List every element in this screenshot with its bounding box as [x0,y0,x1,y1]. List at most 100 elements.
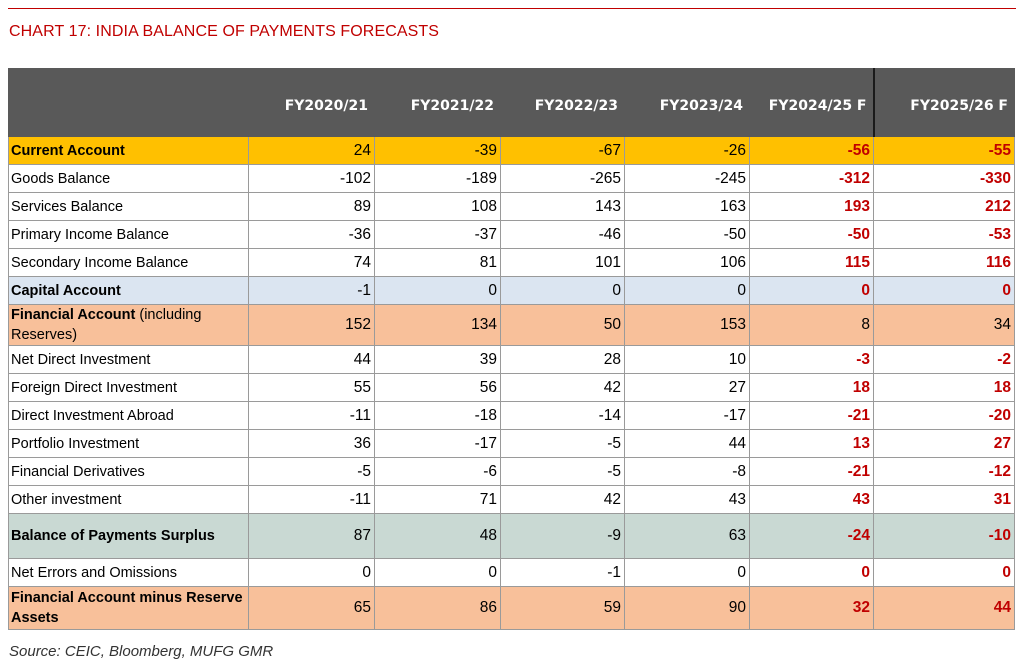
forecast-cell: -2 [873,345,1015,374]
table-cell: 152 [248,304,375,346]
table-cell: 81 [374,248,501,277]
table-cell: -11 [248,485,375,514]
table-row: Foreign Direct Investment 55 56 42 27 18… [8,373,1015,402]
table-cell: 63 [624,513,750,559]
table-cell: -102 [248,164,375,193]
column-header: FY2022/23 [500,68,625,137]
table-row: Goods Balance -102 -189 -265 -245 -312 -… [8,164,1015,193]
bop-forecast-table: FY2020/21 FY2021/22 FY2022/23 FY2023/24 … [8,68,1015,630]
row-label: Foreign Direct Investment [8,373,249,402]
table-cell: 0 [248,558,375,587]
table-cell: -9 [500,513,625,559]
forecast-cell: 0 [873,558,1015,587]
table-cell: -265 [500,164,625,193]
row-label: Primary Income Balance [8,220,249,249]
forecast-cell: -330 [873,164,1015,193]
forecast-cell: 0 [749,276,874,305]
table-cell: 0 [500,276,625,305]
row-label: Secondary Income Balance [8,248,249,277]
forecast-cell: 193 [749,192,874,221]
row-label: Direct Investment Abroad [8,401,249,430]
top-rule [8,8,1016,9]
table-row: Net Direct Investment 44 39 28 10 -3 -2 [8,345,1015,374]
chart-title: CHART 17: INDIA BALANCE OF PAYMENTS FORE… [9,23,440,40]
table-cell: 55 [248,373,375,402]
forecast-cell: 115 [749,248,874,277]
column-header-forecast: FY2025/26 F [872,68,1015,137]
forecast-cell: 18 [873,373,1015,402]
table-cell: 44 [248,345,375,374]
source-note: Source: CEIC, Bloomberg, MUFG GMR [9,643,274,660]
forecast-cell: 116 [873,248,1015,277]
table-cell: 0 [374,276,501,305]
row-label: Current Account [8,136,249,165]
row-label-text: Financial Account [11,307,136,323]
table-cell: -36 [248,220,375,249]
table-cell: 163 [624,192,750,221]
table-cell: -11 [248,401,375,430]
row-label: Other investment [8,485,249,514]
row-label-text: Financial Account minus Reserve Assets [11,590,243,626]
forecast-cell: -53 [873,220,1015,249]
table-cell: -14 [500,401,625,430]
table-cell: 42 [500,373,625,402]
table-cell: 106 [624,248,750,277]
table-cell: 42 [500,485,625,514]
forecast-cell: 212 [873,192,1015,221]
header-corner [8,68,249,137]
table-cell: -37 [374,220,501,249]
forecast-cell: -55 [873,136,1015,165]
table-cell: 44 [624,429,750,458]
table-cell: 28 [500,345,625,374]
forecast-cell: 13 [749,429,874,458]
table-row: Net Errors and Omissions 0 0 -1 0 0 0 [8,558,1015,587]
table-cell: -5 [500,429,625,458]
row-label: Net Errors and Omissions [8,558,249,587]
table-cell: 24 [248,136,375,165]
table-cell: -46 [500,220,625,249]
table-cell: 50 [500,304,625,346]
table-cell: -1 [500,558,625,587]
table-cell: 153 [624,304,750,346]
forecast-cell: 31 [873,485,1015,514]
forecast-cell: 43 [749,485,874,514]
table-cell: 108 [374,192,501,221]
table-cell: -189 [374,164,501,193]
forecast-cell: -21 [749,457,874,486]
forecast-cell: -312 [749,164,874,193]
table-cell: -67 [500,136,625,165]
forecast-cell: -24 [749,513,874,559]
table-cell: 27 [624,373,750,402]
table-cell: 0 [374,558,501,587]
forecast-cell: 27 [873,429,1015,458]
column-header: FY2020/21 [248,68,375,137]
table-cell: 10 [624,345,750,374]
table-cell: -39 [374,136,501,165]
table-cell: 134 [374,304,501,346]
forecast-cell: 8 [749,304,874,346]
column-header: FY2023/24 [624,68,750,137]
column-header: FY2021/22 [374,68,501,137]
table-cell: 56 [374,373,501,402]
table-cell: -50 [624,220,750,249]
row-label: Financial Derivatives [8,457,249,486]
table-row-capital-account: Capital Account -1 0 0 0 0 0 [8,276,1015,305]
table-cell: 48 [374,513,501,559]
row-label: Balance of Payments Surplus [8,513,249,559]
table-row-financial-account: Financial Account (including Reserves) 1… [8,304,1015,346]
table-cell: -26 [624,136,750,165]
row-label: Services Balance [8,192,249,221]
table-row: Primary Income Balance -36 -37 -46 -50 -… [8,220,1015,249]
table-cell: 90 [624,586,750,630]
forecast-cell: 44 [873,586,1015,630]
table-cell: 59 [500,586,625,630]
forecast-cell: -12 [873,457,1015,486]
forecast-cell: 18 [749,373,874,402]
forecast-cell: -20 [873,401,1015,430]
forecast-cell: -3 [749,345,874,374]
table-header-row: FY2020/21 FY2021/22 FY2022/23 FY2023/24 … [8,68,1015,137]
table-cell: 36 [248,429,375,458]
row-label-text: Balance of Payments Surplus [11,528,215,544]
table-cell: 39 [374,345,501,374]
row-label: Capital Account [8,276,249,305]
